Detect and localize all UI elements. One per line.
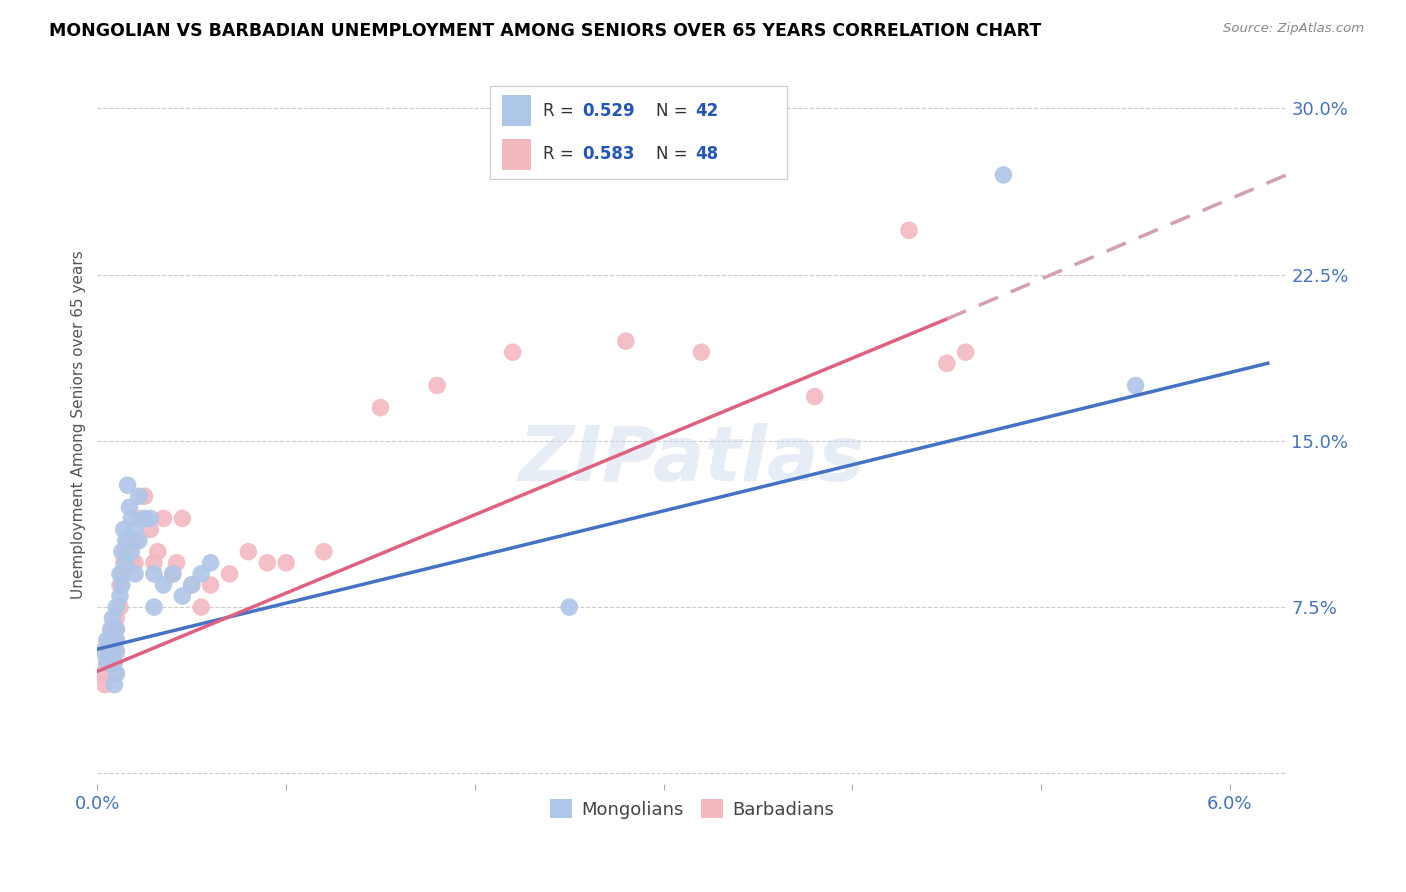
Point (143, 556, 166, 570)
Point (96, 656, 118, 670)
Point (105, 666, 128, 681)
Point (114, 533, 136, 548)
Point (91, 666, 114, 681)
Point (690, 345, 713, 359)
Point (101, 622, 124, 636)
Point (166, 556, 188, 570)
Point (105, 633, 128, 648)
Point (96, 656, 118, 670)
Point (614, 334, 637, 348)
Point (558, 600, 581, 615)
Point (105, 644, 128, 658)
Point (803, 390, 825, 404)
Point (120, 511, 142, 525)
Text: ZIPatlas: ZIPatlas (519, 424, 865, 497)
Point (426, 378, 449, 392)
Point (370, 401, 392, 415)
Point (200, 556, 222, 570)
Point (117, 533, 139, 548)
Point (111, 578, 134, 592)
Point (105, 622, 128, 636)
Point (101, 611, 124, 625)
Point (134, 489, 156, 503)
Point (1125, 378, 1147, 392)
Point (103, 678, 125, 692)
Point (955, 345, 977, 359)
Point (108, 578, 131, 592)
Point (111, 566, 134, 581)
Point (96, 633, 118, 648)
Point (114, 544, 136, 558)
Point (117, 478, 139, 492)
Point (139, 523, 162, 537)
Point (218, 566, 240, 581)
Point (143, 600, 166, 615)
Point (256, 556, 278, 570)
Point (103, 656, 125, 670)
Point (91, 644, 114, 658)
Point (105, 622, 128, 636)
Point (100, 644, 122, 658)
Point (105, 600, 128, 615)
Text: MONGOLIAN VS BARBADIAN UNEMPLOYMENT AMONG SENIORS OVER 65 YEARS CORRELATION CHAR: MONGOLIAN VS BARBADIAN UNEMPLOYMENT AMON… (49, 22, 1042, 40)
Point (108, 589, 131, 603)
Point (101, 633, 124, 648)
Point (128, 511, 150, 525)
Point (100, 633, 122, 648)
Point (100, 622, 122, 636)
Point (502, 345, 524, 359)
Point (94, 678, 117, 692)
Point (238, 544, 260, 558)
Point (111, 544, 134, 558)
Point (274, 556, 297, 570)
Point (190, 600, 212, 615)
Point (128, 533, 150, 548)
Point (152, 511, 174, 525)
Point (162, 566, 184, 581)
Point (134, 511, 156, 525)
Y-axis label: Unemployment Among Seniors over 65 years: Unemployment Among Seniors over 65 years (72, 250, 86, 599)
Point (162, 566, 184, 581)
Point (97, 644, 120, 658)
Point (108, 566, 131, 581)
Point (152, 578, 174, 592)
Point (124, 533, 146, 548)
Point (112, 556, 135, 570)
Point (898, 223, 921, 237)
Point (112, 523, 135, 537)
Text: Source: ZipAtlas.com: Source: ZipAtlas.com (1223, 22, 1364, 36)
Point (124, 556, 146, 570)
Point (935, 356, 957, 370)
Point (124, 566, 146, 581)
Point (180, 578, 202, 592)
Point (101, 644, 124, 658)
Point (180, 578, 202, 592)
Point (103, 656, 125, 670)
Point (105, 666, 128, 681)
Point (105, 644, 128, 658)
Point (105, 633, 128, 648)
Legend: Mongolians, Barbadians: Mongolians, Barbadians (543, 792, 841, 826)
Point (105, 611, 128, 625)
Point (993, 168, 1015, 182)
Point (139, 511, 162, 525)
Point (120, 544, 142, 558)
Point (190, 566, 212, 581)
Point (200, 578, 222, 592)
Point (312, 544, 335, 558)
Point (108, 600, 131, 615)
Point (143, 566, 166, 581)
Point (172, 589, 194, 603)
Point (172, 511, 194, 525)
Point (146, 544, 169, 558)
Point (120, 556, 142, 570)
Point (118, 500, 141, 515)
Point (128, 489, 150, 503)
Point (114, 556, 136, 570)
Point (124, 523, 146, 537)
